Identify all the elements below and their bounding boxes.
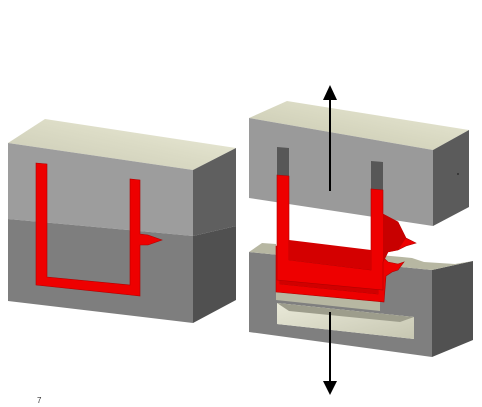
- closed-mold-side-lower: [193, 226, 236, 323]
- closed-mold-top-face: [8, 119, 236, 170]
- closed-mold-front-upper: [8, 143, 193, 236]
- cope-casting-inner-shade: [289, 240, 371, 270]
- cope-slot-right: [371, 161, 383, 190]
- closed-mold-side-upper: [193, 148, 236, 236]
- drag-side-face: [432, 261, 473, 357]
- arrow-up-icon: [323, 85, 337, 191]
- corner-label: 7: [37, 396, 42, 405]
- opened-mold: [249, 85, 473, 395]
- cope-side-face: [433, 130, 469, 226]
- closed-mold-cavity-section: [35, 162, 163, 297]
- cope-front-face: [249, 118, 433, 226]
- cope-side-mark: [457, 173, 459, 175]
- closed-mold: [8, 119, 236, 323]
- cope-casting-side-shade: [383, 214, 406, 262]
- arrow-down-icon: [323, 312, 337, 395]
- drag-cavity-shadow: [277, 303, 414, 322]
- cope-top-face: [249, 101, 469, 150]
- cope-slot-left: [277, 147, 289, 176]
- cope-half: [249, 101, 469, 291]
- drag-cavity-section: [275, 245, 405, 303]
